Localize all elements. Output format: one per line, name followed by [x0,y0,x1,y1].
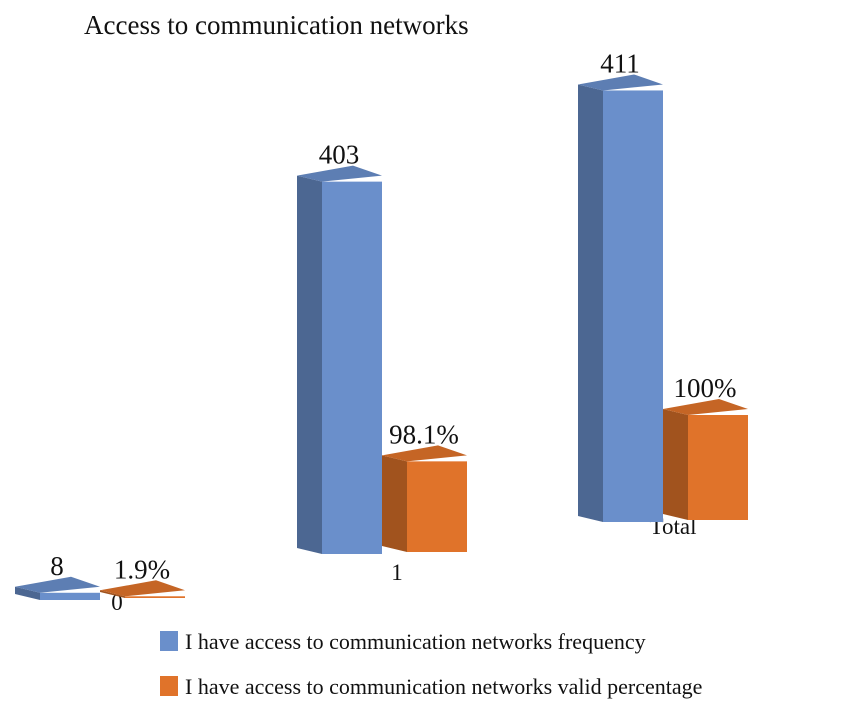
bar-top [297,165,382,182]
bar-3d [578,74,663,522]
legend-label: I have access to communication networks … [185,629,646,654]
chart-title: Access to communication networks [84,10,469,40]
bar [322,181,382,555]
x-tick-label: 0 [111,590,123,615]
value-label: 403 [319,140,360,170]
bar-side [382,455,407,552]
bar-side [663,409,688,520]
bar-top [15,576,100,593]
bar [407,461,467,552]
legend-label: I have access to communication networks … [185,674,702,699]
bar-side [100,590,125,598]
value-label: 411 [600,48,640,78]
value-label: 1.9% [114,554,170,584]
bar-side [15,586,40,600]
value-label: 100% [674,373,737,403]
value-label: 8 [50,551,64,581]
bar-3d [297,165,382,555]
legend-swatch [160,676,178,696]
legend-swatch [160,631,178,651]
bar-3d [15,576,100,600]
bar [40,592,100,600]
bar-top [100,580,185,597]
bar-side [297,175,322,555]
bar-3d [663,399,748,520]
bar [125,596,185,598]
bar [603,90,663,522]
bar-top [578,74,663,91]
bar-top [382,445,467,462]
bar-3d [100,580,185,598]
bar-3d [382,445,467,552]
value-label: 98.1% [389,419,459,449]
bar-side [578,84,603,522]
x-tick-label: 1 [391,560,403,585]
bar [688,415,748,520]
bar-top [663,399,748,415]
